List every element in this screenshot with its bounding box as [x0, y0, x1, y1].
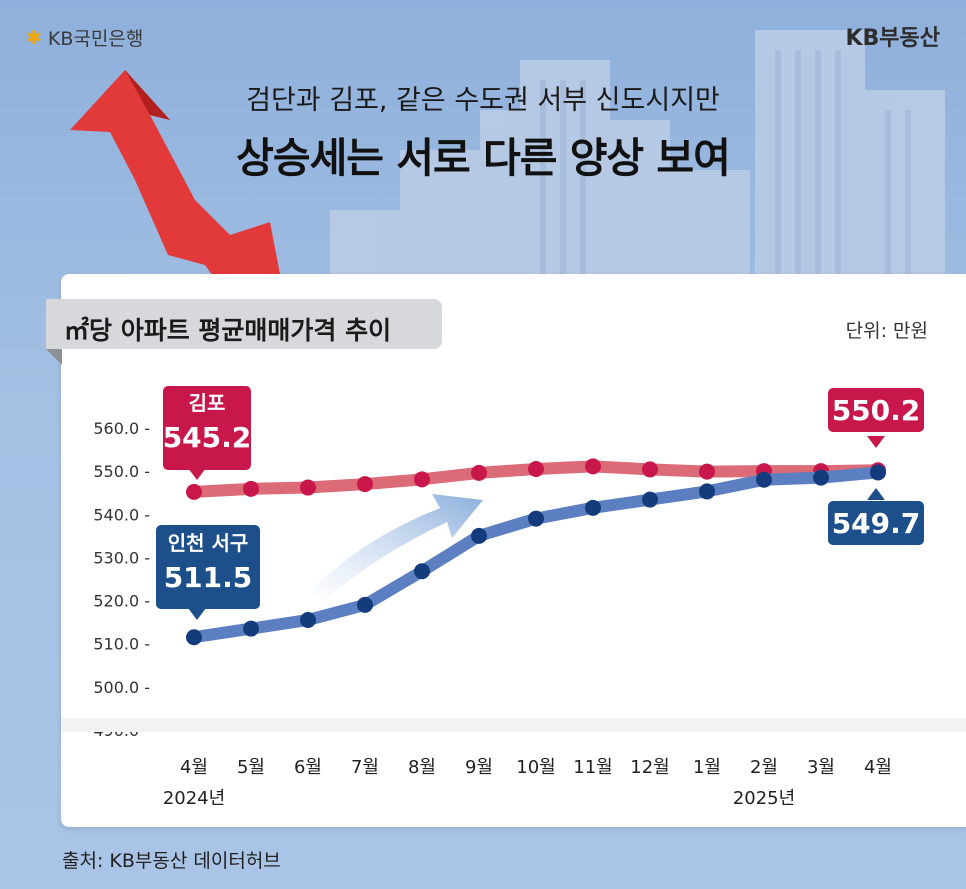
baseline-band — [61, 718, 966, 732]
callout-pointer — [188, 608, 206, 620]
x-tick-label: 2월 — [750, 757, 778, 778]
year-label: 2025년 — [733, 788, 795, 809]
x-tick-label: 4월 — [864, 757, 892, 778]
data-point-incheon-seogu — [756, 471, 772, 488]
trend-arrow-icon — [310, 494, 483, 600]
bank-logo-text: KB국민은행 — [47, 28, 144, 50]
x-tick-label: 4월 — [180, 757, 208, 778]
x-tick-label: 12월 — [630, 757, 669, 778]
data-point-incheon-seogu — [471, 527, 487, 544]
rising-arrow-icon — [70, 70, 285, 300]
data-point-incheon-seogu — [585, 499, 601, 516]
data-point-gimpo — [300, 479, 316, 496]
callout-incheon-end — [828, 501, 924, 545]
x-tick-label: 5월 — [237, 757, 265, 778]
kb-bank-logo: ✱ KB국민은행 — [26, 24, 143, 51]
headline-title: 상승세는 서로 다른 양상 보여 — [236, 134, 731, 182]
chart-title-fold — [46, 349, 62, 365]
x-tick-label: 1월 — [693, 757, 721, 778]
y-tick-label: 520.0 - — [93, 592, 150, 611]
y-tick-label: 550.0 - — [93, 462, 150, 481]
data-point-gimpo — [243, 480, 259, 497]
data-point-gimpo — [186, 483, 202, 500]
callout-gimpo-end — [828, 388, 924, 432]
y-tick-label: 530.0 - — [93, 548, 150, 567]
callout-pointer — [867, 488, 885, 500]
data-point-gimpo — [585, 458, 601, 475]
city-skyline-background — [70, 30, 945, 300]
data-point-incheon-seogu — [186, 629, 202, 646]
data-point-incheon-seogu — [528, 510, 544, 527]
data-point-gimpo — [471, 464, 487, 481]
data-point-incheon-seogu — [699, 483, 715, 500]
callout-pointer — [867, 436, 885, 448]
y-tick-label: 500.0 - — [93, 678, 150, 697]
callout-series-name: 인천 서구 — [168, 531, 249, 555]
callout-gimpo-start — [163, 386, 251, 470]
y-tick-label: 510.0 - — [93, 635, 150, 654]
unit-label: 단위: 만원 — [845, 320, 928, 342]
data-point-incheon-seogu — [813, 469, 829, 486]
y-tick-label: 560.0 - — [93, 419, 150, 438]
data-point-gimpo — [699, 463, 715, 480]
x-tick-label: 11월 — [573, 757, 612, 778]
callout-series-name: 김포 — [189, 391, 226, 415]
data-point-gimpo — [528, 460, 544, 477]
star-logo-icon: ✱ — [26, 26, 42, 49]
x-tick-label: 10월 — [516, 757, 555, 778]
callout-incheon-start — [156, 525, 260, 609]
x-tick-label: 8월 — [408, 757, 436, 778]
data-point-gimpo — [414, 471, 430, 488]
data-point-incheon-seogu — [642, 491, 658, 508]
year-label: 2024년 — [163, 788, 225, 809]
data-point-incheon-seogu — [357, 596, 373, 613]
y-tick-label: 540.0 - — [93, 505, 150, 524]
data-point-incheon-seogu — [243, 620, 259, 637]
series-line-incheon-seogu — [188, 466, 884, 644]
data-point-incheon-seogu — [414, 563, 430, 580]
callout-value: 550.2 — [832, 394, 921, 427]
headline-subtitle: 검단과 김포, 같은 수도권 서부 신도시지만 — [246, 85, 720, 116]
x-tick-label: 6월 — [294, 757, 322, 778]
callout-value: 549.7 — [832, 507, 921, 540]
trend-arrow-shape — [310, 494, 483, 600]
data-point-incheon-seogu — [870, 464, 886, 481]
callout-pointer — [188, 468, 206, 480]
data-point-gimpo — [642, 461, 658, 478]
chart-title-tab — [46, 299, 442, 349]
callout-value: 511.5 — [164, 561, 253, 594]
data-point-gimpo — [357, 476, 373, 493]
x-tick-label: 7월 — [351, 757, 379, 778]
x-tick-label: 3월 — [807, 757, 835, 778]
source-note: 출처: KB부동산 데이터허브 — [62, 850, 281, 872]
callout-value: 545.2 — [163, 421, 252, 454]
x-tick-label: 9월 — [465, 757, 493, 778]
realestate-logo-text: KB부동산 — [845, 26, 940, 51]
chart-title: ㎡당 아파트 평균매매가격 추이 — [64, 316, 392, 345]
kb-realestate-logo: KB부동산 — [845, 20, 940, 52]
data-point-incheon-seogu — [300, 611, 316, 628]
